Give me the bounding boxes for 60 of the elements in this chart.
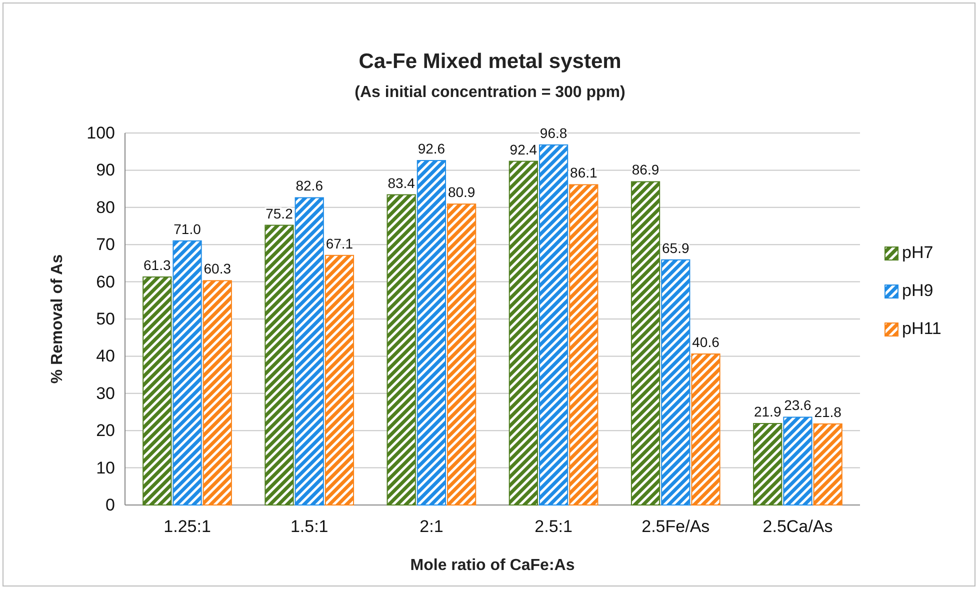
x-tick-label: 2:1: [420, 517, 444, 536]
data-label: 60.3: [204, 260, 232, 277]
y-tick-label: 70: [96, 235, 115, 254]
bar: [386, 194, 416, 506]
legend-label: pH9: [902, 281, 934, 300]
x-axis-title: Mole ratio of CaFe:As: [410, 557, 575, 574]
bar: [661, 259, 690, 506]
bar: [142, 276, 172, 506]
legend-label: pH7: [902, 243, 934, 262]
y-tick-label: 90: [96, 160, 115, 180]
data-label: 61.3: [144, 256, 171, 273]
bar: [294, 197, 324, 506]
bar: [324, 254, 354, 506]
x-tick-label: 1.5:1: [290, 517, 328, 536]
bar: [783, 416, 812, 506]
data-label: 65.9: [662, 240, 690, 256]
x-tick-label: 1.25:1: [164, 517, 211, 536]
y-tick-label: 60: [96, 272, 115, 292]
data-label: 86.9: [632, 162, 660, 178]
bar: [538, 144, 568, 506]
y-tick-label: 40: [96, 346, 115, 366]
bar: [569, 184, 598, 506]
bar: [447, 204, 476, 506]
data-label: 80.9: [448, 184, 476, 200]
chart-title: Ca-Fe Mixed metal system: [358, 50, 622, 73]
y-axis-title: % Removal of As: [49, 254, 66, 384]
data-label: 82.6: [296, 178, 324, 194]
x-tick-label: 2.5Fe/As: [642, 517, 710, 536]
bar: [813, 423, 842, 506]
data-label: 67.1: [326, 235, 354, 252]
y-tick-label: 0: [106, 495, 115, 514]
x-tick-label: 2.5:1: [534, 517, 572, 536]
data-label: 75.2: [266, 205, 294, 222]
chart-subtitle: (As initial concentration = 300 ppm): [354, 84, 626, 101]
data-label: 40.6: [692, 334, 720, 350]
bar: [172, 240, 202, 506]
bar: [508, 160, 538, 506]
data-label: 21.8: [814, 404, 842, 420]
bar: [416, 160, 446, 506]
y-tick-label: 30: [96, 384, 115, 403]
bar: [691, 353, 720, 506]
data-label: 92.4: [510, 141, 538, 158]
data-label: 96.8: [540, 124, 568, 141]
bar: [202, 280, 232, 506]
data-label: 71.0: [174, 220, 202, 237]
x-tick-label: 2.5Ca/As: [762, 517, 833, 536]
data-label: 86.1: [570, 164, 598, 181]
data-label: 83.4: [388, 174, 416, 191]
bar: [753, 423, 782, 506]
y-tick-label: 80: [96, 198, 115, 217]
y-tick-label: 10: [96, 458, 115, 478]
y-tick-label: 100: [86, 123, 115, 142]
bar: [264, 224, 294, 506]
data-label: 23.6: [784, 397, 812, 414]
legend-label: pH11: [902, 319, 942, 338]
y-tick-label: 20: [96, 421, 115, 440]
data-label: 21.9: [754, 404, 782, 420]
data-label: 92.6: [418, 140, 446, 157]
y-tick-label: 50: [96, 309, 115, 328]
bar: [630, 181, 660, 506]
